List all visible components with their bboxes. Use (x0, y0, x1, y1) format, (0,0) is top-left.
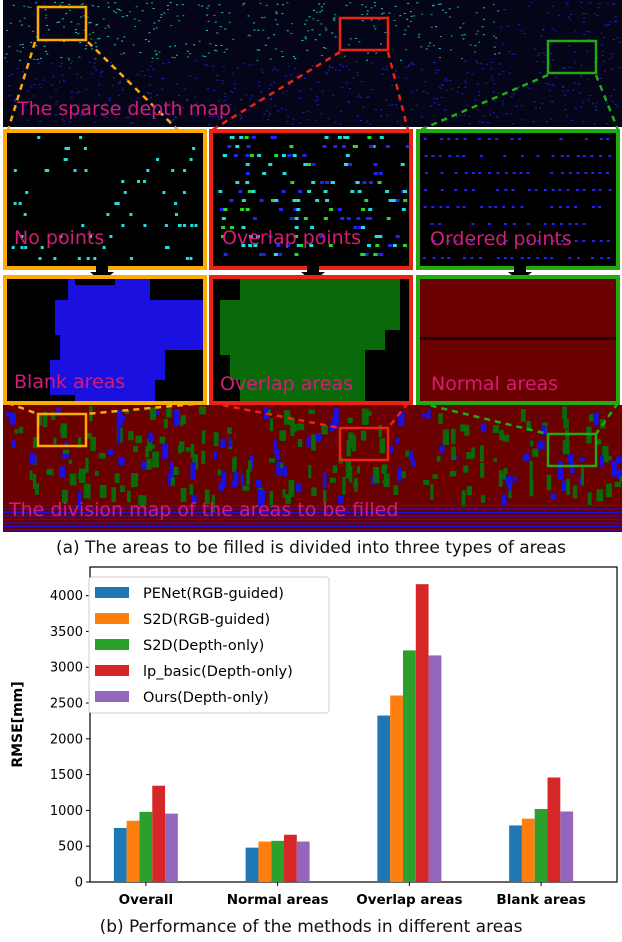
panel-label: Normal areas (431, 373, 559, 395)
legend-swatch (95, 613, 129, 624)
y-tick-label: 1000 (50, 804, 83, 819)
bar-S2D(RGB-guided) (258, 841, 272, 882)
bar-S2D(Depth-only) (534, 808, 548, 882)
bar-lp_basic(Depth-only) (415, 584, 429, 882)
bar-PENet(RGB-guided) (245, 847, 259, 882)
bar-lp_basic(Depth-only) (284, 834, 297, 882)
legend-box (88, 576, 330, 714)
y-tick-label: 3500 (50, 625, 83, 640)
y-tick-label: 0 (75, 876, 83, 891)
legend-entry: S2D(Depth-only) (143, 638, 264, 654)
arrow-down-icon (90, 266, 114, 282)
normal-divider (420, 337, 616, 340)
overlap-region (220, 279, 400, 401)
panel-label: No points (14, 227, 105, 249)
legend-entry: lp_basic(Depth-only) (143, 664, 293, 680)
legend-swatch (95, 665, 129, 676)
sparse-map-label: The sparse depth map (17, 98, 231, 120)
bar-S2D(RGB-guided) (390, 695, 403, 882)
bar-Ours(Depth-only) (428, 655, 442, 882)
legend-entry: S2D(RGB-guided) (143, 612, 270, 628)
panel-no-points (3, 129, 207, 270)
legend-swatch (95, 587, 129, 598)
legend-swatch (95, 691, 129, 702)
bar-Ours(Depth-only) (560, 811, 574, 882)
bar-lp_basic(Depth-only) (547, 777, 561, 882)
blank-region (50, 279, 203, 401)
sparse-depth-map (3, 0, 622, 127)
rmse-bar-chart: 0 500 1000 1500 2000 2500 3000 3500 4000 RMSE[mm]… (10, 566, 618, 908)
panel-ordered-points (416, 129, 620, 270)
figure-a-images (3, 0, 622, 532)
bar-S2D(RGB-guided) (126, 820, 140, 882)
y-tick-label: 2000 (50, 732, 83, 747)
legend-swatch (95, 639, 129, 650)
panel-label: Ordered points (430, 228, 572, 250)
bar-Ours(Depth-only) (296, 841, 310, 882)
y-tick-label: 3000 (50, 661, 83, 676)
caption-b: (b) Performance of the methods in differ… (99, 917, 523, 937)
legend-entry: PENet(RGB-guided) (143, 586, 284, 602)
bar-PENet(RGB-guided) (377, 715, 391, 882)
bar-Ours(Depth-only) (165, 813, 178, 882)
x-tick-label: Overlap areas (356, 892, 462, 908)
bar-S2D(RGB-guided) (521, 818, 535, 882)
x-tick-label: Normal areas (227, 892, 329, 908)
x-tick-label: Overall (119, 892, 173, 908)
x-tick-label: Blank areas (496, 892, 585, 908)
bar-S2D(Depth-only) (402, 650, 416, 882)
arrow-down-icon (508, 266, 532, 282)
bar-S2D(Depth-only) (271, 840, 285, 882)
panel-label: Overlap areas (220, 373, 353, 395)
panel-label: Overlap points (222, 227, 362, 249)
y-tick-label: 500 (58, 840, 83, 855)
legend-entry: Ours(Depth-only) (143, 690, 269, 706)
y-axis-label: RMSE[mm] (10, 681, 26, 767)
panel-label: Blank areas (14, 371, 126, 393)
plot-frame (89, 566, 618, 883)
legend: PENet(RGB-guided) S2D(RGB-guided) S2D(Dept… (88, 576, 330, 714)
y-tick-label: 4000 (50, 589, 83, 604)
division-map-label: The division map of the areas to be fill… (9, 499, 399, 521)
bar-lp_basic(Depth-only) (152, 785, 166, 882)
bar-PENet(RGB-guided) (509, 825, 522, 882)
bar-S2D(Depth-only) (139, 811, 153, 882)
caption-a: (a) The areas to be filled is divided in… (55, 538, 567, 558)
y-tick-label: 2500 (50, 697, 83, 712)
arrow-down-icon (301, 266, 325, 282)
bar-PENet(RGB-guided) (113, 827, 127, 882)
y-tick-label: 1500 (50, 768, 83, 783)
